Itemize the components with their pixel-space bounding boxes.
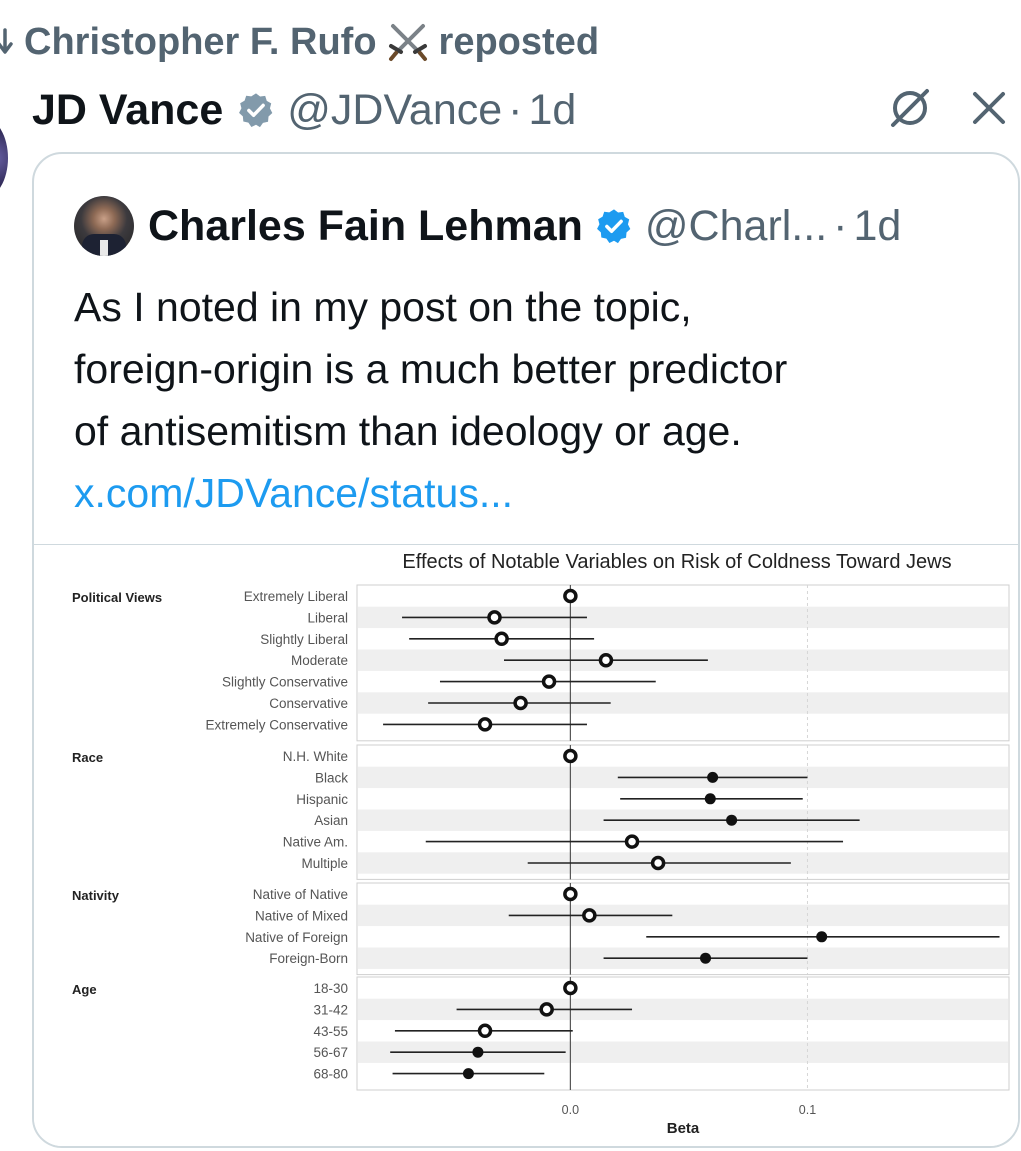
estimate-point xyxy=(472,1046,484,1058)
repost-action: reposted xyxy=(438,20,600,63)
row-label: Liberal xyxy=(307,610,348,625)
verified-badge-blue-icon[interactable] xyxy=(595,207,633,245)
row-label: N.H. White xyxy=(283,749,348,764)
row-label: 18-30 xyxy=(313,981,348,996)
estimate-point xyxy=(726,814,738,826)
crossed-swords-icon xyxy=(385,22,431,62)
estimate-point xyxy=(477,717,493,732)
quoted-post-link[interactable]: x.com/JDVance/status... xyxy=(74,470,514,516)
panel-label: Nativity xyxy=(72,888,120,903)
repost-user-name[interactable]: Christopher F. Rufo xyxy=(24,20,377,63)
row-band xyxy=(358,606,1008,629)
author-name[interactable]: JD Vance xyxy=(32,85,224,134)
row-label: Hispanic xyxy=(296,792,348,807)
repost-icon xyxy=(0,26,16,58)
estimate-point xyxy=(563,980,578,996)
meta-separator: · xyxy=(833,201,848,250)
row-band xyxy=(358,904,1008,927)
meta-separator: · xyxy=(508,85,523,134)
estimate-point xyxy=(563,748,578,764)
row-label: Asian xyxy=(314,813,348,828)
row-label: Slightly Liberal xyxy=(260,632,348,647)
quoted-author-handle[interactable]: @Charl... xyxy=(644,201,828,250)
row-label: Foreign-Born xyxy=(269,951,348,966)
slashed-circle-icon[interactable] xyxy=(885,83,935,138)
quoted-post-card[interactable]: Charles Fain Lehman @Charl... · 1d As I … xyxy=(32,152,1020,1148)
x-tick-label: 0.0 xyxy=(562,1103,579,1117)
estimate-point xyxy=(563,588,578,604)
row-label: Moderate xyxy=(291,653,348,668)
row-label: Native of Mixed xyxy=(255,908,348,923)
estimate-point xyxy=(541,674,557,689)
row-band xyxy=(358,1041,1008,1063)
row-label: Native of Native xyxy=(253,887,348,902)
estimate-point xyxy=(598,652,614,668)
estimate-point xyxy=(707,771,719,783)
row-label: Extremely Liberal xyxy=(244,589,348,604)
quoted-post-time[interactable]: 1d xyxy=(853,201,902,250)
text-line: As I noted in my post on the topic, xyxy=(74,284,692,330)
estimate-point xyxy=(487,610,502,625)
post-author-row: JD Vance @JDVance · 1d xyxy=(32,82,576,138)
estimate-point xyxy=(650,855,666,871)
verified-badge-gray-icon[interactable] xyxy=(237,91,275,129)
row-label: Native Am. xyxy=(283,835,348,850)
row-label: 43-55 xyxy=(313,1024,348,1039)
quoted-author-name[interactable]: Charles Fain Lehman xyxy=(148,201,583,250)
repost-header[interactable]: Christopher F. Rufo reposted xyxy=(0,18,599,66)
row-label: 56-67 xyxy=(313,1045,348,1060)
text-line: foreign-origin is a much better predicto… xyxy=(74,346,788,392)
row-label: Native of Foreign xyxy=(245,930,348,945)
panel-label: Age xyxy=(72,982,97,997)
row-band xyxy=(358,998,1008,1021)
row-label: 31-42 xyxy=(313,1002,348,1017)
estimate-point xyxy=(816,931,828,943)
chart-image[interactable]: Effects of Notable Variables on Risk of … xyxy=(34,544,1018,1146)
panel-label: Race xyxy=(72,750,103,765)
row-label: Conservative xyxy=(269,696,348,711)
row-label: Multiple xyxy=(301,856,348,871)
x-tick-label: 0.1 xyxy=(799,1103,816,1117)
panel-label: Political Views xyxy=(72,590,162,605)
avatar[interactable] xyxy=(0,118,8,198)
avatar[interactable] xyxy=(74,196,134,256)
author-handle[interactable]: @JDVance xyxy=(287,85,503,134)
estimate-point xyxy=(513,695,528,711)
quoted-author-row: Charles Fain Lehman @Charl... · 1d xyxy=(74,196,901,256)
close-icon[interactable] xyxy=(969,88,1009,133)
estimate-point xyxy=(494,631,509,647)
estimate-point xyxy=(704,793,716,805)
estimate-point xyxy=(539,1002,554,1017)
coefficient-chart: Effects of Notable Variables on Risk of … xyxy=(72,551,1010,1137)
estimate-point xyxy=(477,1023,493,1039)
estimate-point xyxy=(563,886,578,902)
estimate-point xyxy=(582,908,597,923)
post-actions xyxy=(885,82,1009,138)
estimate-point xyxy=(700,952,712,964)
estimate-point xyxy=(462,1068,474,1080)
row-label: Black xyxy=(315,770,348,785)
estimate-point xyxy=(624,834,640,849)
x-axis-label: Beta xyxy=(667,1120,700,1137)
quoted-post-text: As I noted in my post on the topic, fore… xyxy=(74,276,994,524)
row-label: Extremely Conservative xyxy=(205,717,348,732)
chart-title: Effects of Notable Variables on Risk of … xyxy=(402,551,951,573)
text-line: of antisemitism than ideology or age. xyxy=(74,408,742,454)
post-time[interactable]: 1d xyxy=(528,85,577,134)
row-label: Slightly Conservative xyxy=(222,675,348,690)
row-label: 68-80 xyxy=(313,1067,348,1082)
